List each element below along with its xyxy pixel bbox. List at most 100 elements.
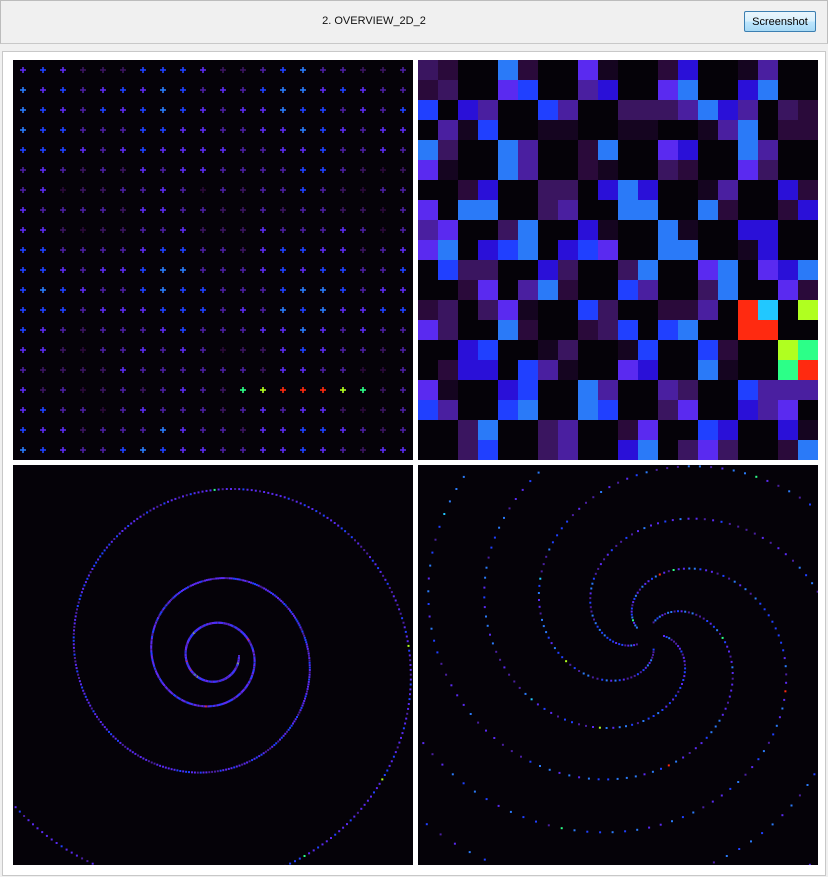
plus-marker (80, 207, 86, 213)
galaxy-dot (589, 597, 592, 600)
galaxy-dot (744, 472, 746, 475)
plus-marker (200, 87, 206, 93)
galaxy-dot (683, 660, 686, 663)
spiral-dot (408, 649, 411, 652)
galaxy-dot (545, 631, 548, 634)
plus-marker (100, 287, 106, 293)
spiral-dot (152, 661, 155, 664)
spiral-dot (75, 667, 78, 670)
spiral-dot (273, 744, 276, 747)
galaxy-dot (536, 703, 539, 706)
spiral-dot (80, 683, 82, 686)
galaxy-dot (693, 567, 696, 570)
checker-tile (518, 320, 538, 340)
checker-tile (518, 80, 538, 100)
spiral-dot (185, 701, 188, 704)
spiral-dot (199, 705, 202, 707)
plus-marker (100, 187, 106, 193)
galaxy-dot (624, 644, 627, 647)
checker-tile (798, 340, 818, 360)
plus-marker (300, 167, 306, 173)
checker-tile (698, 420, 718, 440)
plus-marker (100, 347, 106, 353)
spiral-dot (154, 623, 157, 626)
spiral-dot (307, 683, 310, 686)
plus-marker (180, 67, 186, 73)
spiral-dot (252, 669, 255, 672)
checker-tile (418, 220, 438, 240)
plus-marker (240, 327, 246, 333)
galaxy-dot (582, 672, 585, 675)
screenshot-button[interactable]: Screenshot (744, 11, 816, 32)
plus-marker (280, 187, 286, 193)
spiral-dot (388, 764, 391, 767)
spiral-dot (173, 768, 176, 771)
galaxy-dot (782, 649, 785, 652)
spiral-dot (91, 568, 94, 570)
spiral-dot (78, 598, 81, 601)
galaxy-dot (560, 527, 563, 530)
spiral-dot (134, 752, 137, 755)
spiral-dot (177, 592, 180, 595)
galaxy-dot (633, 674, 636, 677)
galaxy-dot (651, 577, 653, 580)
galaxy-dot (587, 777, 590, 780)
plus-marker (20, 407, 26, 413)
plus-marker (400, 447, 406, 453)
galaxy-dot (592, 496, 595, 499)
plus-marker (340, 407, 346, 413)
galaxy-dot (642, 720, 645, 722)
spiral-dot (303, 700, 306, 702)
galaxy-dot (617, 481, 620, 484)
plus-grid-panel (13, 60, 413, 460)
plus-marker (60, 107, 66, 113)
spiral-dot (150, 654, 153, 657)
plus-marker (60, 87, 66, 93)
galaxy-dot (652, 651, 655, 654)
spiral-dot (156, 505, 159, 508)
galaxy-dot (631, 604, 634, 607)
checker-tile (618, 180, 638, 200)
spiral-dot (386, 769, 389, 772)
galaxy-dot (677, 690, 680, 693)
spiral-dot (235, 765, 238, 768)
spiral-dot (289, 862, 292, 865)
galaxy-dot (501, 743, 504, 746)
galaxy-dot (596, 677, 599, 680)
galaxy-dot (530, 698, 533, 701)
checker-tile (658, 400, 678, 420)
spiral-dot (86, 698, 89, 701)
plus-marker (120, 387, 126, 393)
spiral-dot (99, 555, 102, 558)
galaxy-dot (667, 611, 670, 614)
checker-tile (658, 380, 678, 400)
plus-marker (80, 67, 86, 73)
galaxy-dot (688, 567, 691, 570)
plus-marker (140, 327, 146, 333)
plus-marker (380, 407, 386, 413)
plus-marker (240, 187, 246, 193)
checker-tile (518, 360, 538, 380)
spiral-dot (103, 549, 106, 552)
galaxy-dot (590, 610, 593, 613)
spiral-dot (89, 704, 92, 707)
spiral-dot (377, 567, 380, 570)
checker-tile (438, 140, 458, 160)
spiral-dot (164, 686, 167, 689)
plus-marker (160, 327, 166, 333)
plus-marker (100, 447, 106, 453)
galaxy-dot (542, 625, 545, 628)
spiral-dot (119, 741, 122, 744)
plus-marker (400, 387, 406, 393)
plus-marker (80, 427, 86, 433)
galaxy-dot (614, 679, 617, 682)
checker-tile (778, 440, 798, 460)
spiral-dot (232, 577, 235, 580)
plus-marker (300, 447, 306, 453)
spiral-dot (150, 649, 153, 652)
checker-tile (578, 220, 598, 240)
spiral-dot (292, 614, 295, 617)
spiral-dot (73, 625, 76, 628)
galaxy-dot (778, 716, 781, 719)
plus-marker (340, 227, 346, 233)
